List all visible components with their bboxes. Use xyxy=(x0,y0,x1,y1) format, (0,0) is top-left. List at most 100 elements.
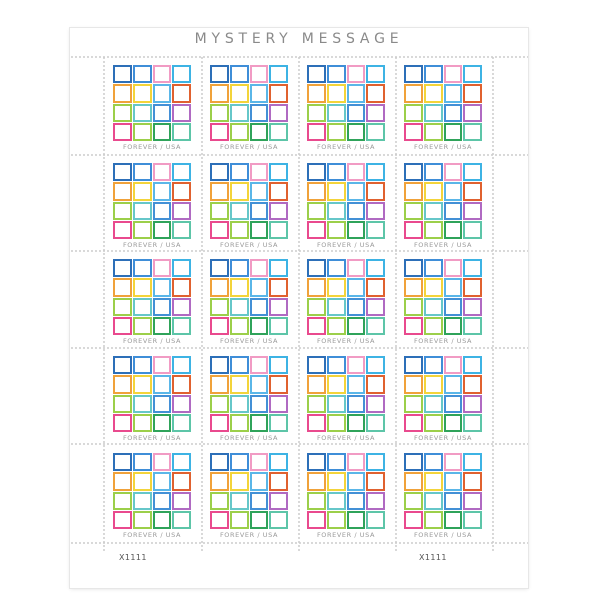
letter-tile-glyph: H xyxy=(177,222,186,237)
letter-tile: M xyxy=(404,65,423,84)
letter-tile: T xyxy=(326,103,346,122)
letter-tile: E xyxy=(443,259,463,278)
letter-tile: O xyxy=(229,453,249,472)
letter-tile: E xyxy=(210,413,229,432)
letter-tile-glyph: T xyxy=(352,105,360,120)
letter-tile-glyph: N xyxy=(158,280,166,295)
letter-tile-glyph: E xyxy=(274,377,283,392)
letter-tile-glyph: A xyxy=(429,222,437,237)
letter-tile-glyph: H xyxy=(274,105,283,120)
letter-tile-glyph: T xyxy=(255,203,263,218)
letter-tile: H xyxy=(404,278,423,297)
letter-tile: T xyxy=(443,491,463,510)
letter-tile-glyph: E xyxy=(158,67,166,82)
letter-tile-glyph: A xyxy=(429,512,437,527)
letter-tile: M xyxy=(210,163,229,182)
letter-tile-glyph: E xyxy=(449,165,457,180)
letter-tile-glyph: N xyxy=(352,184,360,199)
letter-tile-glyph: I xyxy=(312,105,320,120)
letter-tile-glyph: O xyxy=(429,358,437,373)
letter-tile-glyph: I xyxy=(235,184,243,199)
letter-tile: I xyxy=(229,182,249,201)
letter-tile: O xyxy=(326,356,346,375)
letter-tile-glyph: T xyxy=(332,299,340,314)
letter-tile: H xyxy=(210,375,229,394)
stamp-denomination: FOREVER / USA xyxy=(316,143,376,151)
letter-tile: Y xyxy=(346,220,366,239)
letter-tile: M xyxy=(307,163,326,182)
letter-tile-glyph: E xyxy=(215,512,223,527)
letter-tile: T xyxy=(423,394,443,413)
letter-tile: N xyxy=(152,375,172,394)
letter-tile-glyph: H xyxy=(118,280,126,295)
letter-tile-glyph: I xyxy=(332,474,340,489)
letter-tile: T xyxy=(269,356,288,375)
letter-tile: N xyxy=(249,472,269,491)
letter-tile-glyph: E xyxy=(255,67,263,82)
letter-tile-glyph: E xyxy=(312,415,320,430)
sheet-title: MYSTERY MESSAGE xyxy=(194,31,404,47)
letter-tile: A xyxy=(132,122,152,141)
letter-tile: O xyxy=(423,356,443,375)
letter-tile-glyph: O xyxy=(429,455,437,470)
letter-tile-glyph: A xyxy=(138,124,146,139)
letter-tile-glyph: E xyxy=(177,86,186,101)
letter-tile: H xyxy=(269,394,288,413)
letter-tile-glyph: H xyxy=(312,280,320,295)
letter-tile-glyph: E xyxy=(118,318,126,333)
letter-tile: A xyxy=(229,220,249,239)
letter-tile: T xyxy=(463,356,482,375)
letter-tile-glyph: H xyxy=(468,493,477,508)
letter-tile: T xyxy=(366,356,385,375)
letter-tile: T xyxy=(229,394,249,413)
letter-tile-glyph: T xyxy=(177,261,186,276)
letter-tile: I xyxy=(326,472,346,491)
letter-tile-glyph: H xyxy=(274,493,283,508)
letter-tile-glyph: T xyxy=(177,67,186,82)
letter-tile: I xyxy=(404,297,423,316)
letter-tile: E xyxy=(307,122,326,141)
letter-tile-glyph: T xyxy=(468,261,477,276)
letter-tile: T xyxy=(463,453,482,472)
letter-tile-glyph: I xyxy=(215,299,223,314)
letter-tile-glyph: T xyxy=(274,358,283,373)
letter-tile: A xyxy=(229,510,249,529)
letter-tile-glyph: Y xyxy=(449,415,457,430)
letter-tile-glyph: A xyxy=(138,222,146,237)
letter-tile: H xyxy=(172,297,191,316)
letter-tile: I xyxy=(210,491,229,510)
letter-tile-glyph: I xyxy=(429,474,437,489)
letter-tile-glyph: H xyxy=(312,86,320,101)
letter-tile: I xyxy=(132,84,152,103)
letter-tile: O xyxy=(229,163,249,182)
letter-tile: I xyxy=(132,182,152,201)
letter-tile: H xyxy=(307,278,326,297)
letter-tile-glyph: H xyxy=(371,415,380,430)
letter-tile-glyph: I xyxy=(409,105,417,120)
letter-tile: H xyxy=(113,472,132,491)
letter-tile: T xyxy=(346,201,366,220)
letter-tile-glyph: A xyxy=(138,415,146,430)
letter-tile-glyph: I xyxy=(215,203,223,218)
letter-tile-glyph: I xyxy=(429,184,437,199)
letter-tile: O xyxy=(229,259,249,278)
letter-tile-glyph: Y xyxy=(352,415,360,430)
letter-tile: M xyxy=(404,356,423,375)
letter-tile: I xyxy=(113,491,132,510)
letter-tile-glyph: E xyxy=(371,86,380,101)
letter-tile-glyph: E xyxy=(352,165,360,180)
letter-tile-glyph: A xyxy=(429,318,437,333)
letter-tile-glyph: E xyxy=(158,455,166,470)
letter-tile-glyph: E xyxy=(409,415,417,430)
letter-tile-glyph: E xyxy=(468,86,477,101)
letter-tile-glyph: A xyxy=(138,318,146,333)
letter-tile: E xyxy=(249,453,269,472)
letter-tile-glyph: T xyxy=(468,455,477,470)
letter-tile-glyph: M xyxy=(215,165,223,180)
letter-tile: T xyxy=(423,201,443,220)
letter-tile-glyph: M xyxy=(215,67,223,82)
letter-tile: H xyxy=(463,297,482,316)
